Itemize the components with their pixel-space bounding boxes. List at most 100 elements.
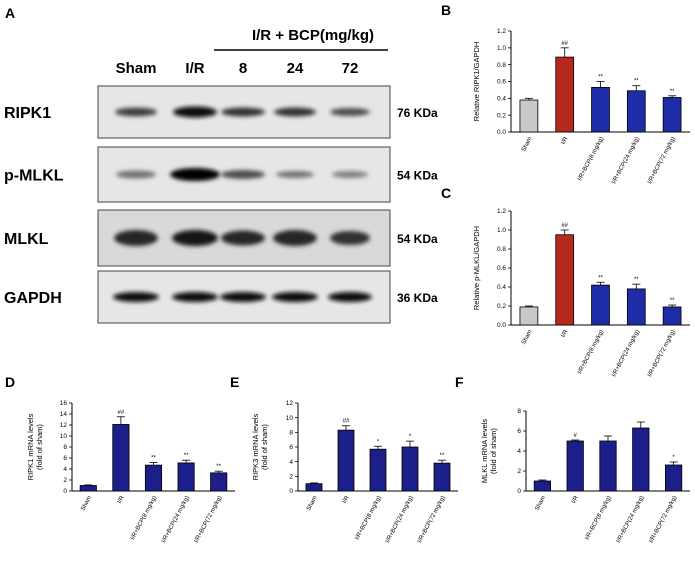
category-label: Sham	[306, 495, 319, 512]
bar	[144, 464, 163, 492]
category-label: I/R	[117, 495, 126, 505]
significance-mark: **	[184, 453, 189, 459]
y-tick-label: 0.8	[497, 62, 506, 69]
y-tick-label: 0.2	[497, 112, 506, 119]
y-tick-label: 2	[289, 474, 293, 481]
bar	[305, 483, 323, 492]
bar	[591, 284, 610, 326]
bar	[519, 306, 539, 326]
bar	[519, 99, 539, 133]
y-axis-title: MLKL mRNA levels	[480, 419, 489, 484]
chart-d: 0 2 4 6 8 10 12 14 16 RIPK1 mRNA levels (fold of s…	[26, 400, 235, 544]
category-label: Sham	[80, 495, 93, 512]
blot-band	[272, 292, 318, 302]
category-label: I/R+BCP(72 mg/kg)	[194, 495, 224, 544]
y-tick-label: 10	[286, 415, 294, 422]
blot-band	[114, 230, 158, 246]
category-label: I/R+BCP(8 mg/kg)	[130, 495, 158, 541]
y-tick-label: 4	[517, 448, 521, 455]
y-axis-title: Relative p-MLKL/GAPDH	[472, 226, 481, 310]
bar	[566, 440, 584, 492]
blot-band	[328, 292, 372, 302]
significance-mark: **	[216, 464, 221, 470]
protein-label: GAPDH	[4, 290, 62, 307]
category-label: I/R+BCP(72 mg/kg)	[647, 329, 677, 378]
significance-mark: **	[634, 79, 639, 85]
significance-mark: **	[151, 455, 156, 461]
y-tick-label: 2	[63, 477, 67, 484]
blot-band	[220, 292, 266, 302]
y-axis-title-unit: (fold of sham)	[260, 424, 269, 470]
molecular-weight-label: 54 KDa	[397, 169, 438, 183]
y-axis-title: RIPK1 mRNA levels	[26, 413, 35, 480]
significance-mark: ##	[561, 41, 568, 47]
y-tick-label: 1.0	[497, 45, 506, 52]
y-tick-label: 12	[60, 422, 68, 429]
protein-label: RIPK1	[4, 105, 51, 122]
blot-band	[172, 292, 218, 302]
category-label: I/R	[342, 495, 351, 505]
protein-label: MLKL	[4, 231, 49, 248]
y-tick-label: 0.8	[497, 246, 506, 253]
y-tick-label: 0.2	[497, 303, 506, 310]
lane-label: 72	[342, 60, 359, 77]
molecular-weight-label: 54 KDa	[397, 232, 438, 246]
panel-label-f: F	[455, 374, 464, 390]
bar	[591, 86, 610, 133]
y-tick-label: 6	[517, 428, 521, 435]
y-tick-label: 10	[60, 433, 68, 440]
panel-label-a: A	[5, 5, 15, 21]
category-label: I/R+BCP(72 mg/kg)	[647, 136, 677, 185]
significance-mark: #	[574, 433, 578, 439]
y-tick-label: 1.0	[497, 227, 506, 234]
blot-band	[330, 231, 370, 245]
chart-f: 0 2 4 6 8 MLKL mRNA levels (fold of sham) Sham #…	[480, 408, 690, 544]
blot-band	[173, 106, 217, 118]
chart-b: 0.0 0.2 0.4 0.6 0.8 1.0 1.2 Relative RIPK1/GAPD…	[472, 28, 690, 185]
blot-band	[221, 230, 265, 246]
significance-mark: **	[598, 275, 603, 281]
significance-mark: ##	[343, 419, 350, 425]
bar	[533, 480, 552, 492]
western-blot: I/R + BCP(mg/kg) Sham I/R 8 24 72 RIPK1 76 KD…	[4, 27, 438, 324]
y-axis-title: RIPK3 mRNA levels	[251, 413, 260, 480]
significance-mark: **	[440, 453, 445, 459]
blot-band	[221, 170, 265, 179]
y-tick-label: 0.4	[497, 96, 506, 103]
bar	[210, 472, 228, 492]
significance-mark: *	[409, 434, 412, 440]
y-tick-label: 8	[517, 408, 521, 415]
category-label: I/R+BCP(24 mg/kg)	[611, 136, 641, 185]
y-tick-label: 6	[289, 444, 293, 451]
y-tick-label: 8	[63, 444, 67, 451]
y-tick-label: 2	[517, 468, 521, 475]
significance-mark: **	[634, 277, 639, 283]
category-label: I/R	[571, 495, 580, 505]
category-label: Sham	[521, 136, 534, 153]
bar	[662, 97, 682, 133]
blot-band	[170, 168, 220, 181]
category-label: I/R+BCP(24 mg/kg)	[161, 495, 191, 544]
category-label: I/R+BCP(24 mg/kg)	[611, 329, 641, 378]
lane-label: 8	[239, 60, 247, 77]
bar	[626, 90, 646, 133]
significance-mark: *	[672, 455, 675, 461]
y-tick-label: 4	[289, 459, 293, 466]
panel-label-c: C	[441, 185, 451, 201]
significance-mark: ##	[118, 410, 125, 416]
y-tick-label: 0.0	[497, 322, 506, 329]
significance-mark: ##	[561, 223, 568, 229]
y-tick-label: 0.0	[497, 129, 506, 136]
category-label: I/R+BCP(24 mg/kg)	[616, 495, 646, 544]
bar	[632, 427, 650, 492]
lane-label: Sham	[116, 60, 157, 77]
bar	[369, 448, 387, 492]
category-label: Sham	[521, 329, 534, 346]
blot-band	[113, 292, 159, 302]
chart-e: 0 2 4 6 8 10 12 RIPK3 mRNA levels (fold of sham)…	[251, 400, 458, 544]
category-label: I/R	[561, 136, 570, 146]
protein-label: p-MLKL	[4, 168, 64, 185]
lane-label: 24	[287, 60, 304, 77]
y-tick-label: 0.4	[497, 284, 506, 291]
y-tick-label: 0	[517, 488, 521, 495]
